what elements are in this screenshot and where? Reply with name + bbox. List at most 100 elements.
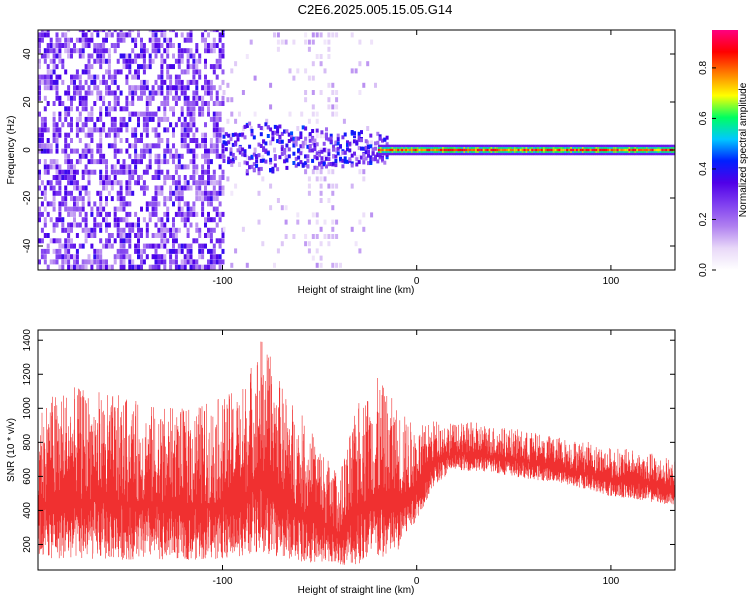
heatmap-cell	[307, 39, 311, 45]
heatmap-cell	[75, 259, 79, 265]
heatmap-cell	[426, 148, 429, 152]
heatmap-cell	[201, 164, 205, 170]
heatmap-cell	[163, 30, 167, 33]
heatmap-cell	[252, 167, 256, 172]
heatmap-cell	[38, 206, 41, 212]
heatmap-cell	[70, 116, 73, 122]
heatmap-cell	[212, 148, 216, 154]
heatmap-cell	[46, 164, 50, 170]
heatmap-cell	[102, 153, 106, 159]
heatmap-cell	[166, 159, 170, 165]
heatmap-cell	[99, 95, 103, 101]
heatmap-cell	[154, 264, 158, 270]
heatmap-cell	[180, 217, 184, 223]
heatmap-cell	[43, 127, 47, 133]
heatmap-cell	[102, 217, 106, 223]
heatmap-cell	[93, 79, 97, 85]
heatmap-cell	[105, 37, 108, 43]
heatmap-cell	[151, 196, 155, 202]
heatmap-cell	[134, 132, 138, 138]
heatmap-cell	[339, 144, 342, 149]
heatmap-cell	[432, 148, 435, 152]
heatmap-cell	[70, 227, 73, 233]
heatmap-cell	[119, 30, 123, 33]
heatmap-cell	[449, 148, 452, 152]
heatmap-cell	[266, 125, 270, 130]
heatmap-cell	[269, 104, 273, 110]
heatmap-cell	[38, 90, 41, 96]
heatmap-cell	[102, 122, 106, 128]
heatmap-cell	[273, 262, 276, 268]
heatmap-cell	[154, 206, 158, 212]
heatmap-cell	[64, 32, 68, 38]
heatmap-cell	[212, 127, 216, 133]
heatmap-cell	[142, 217, 146, 223]
heatmap-cell	[269, 157, 273, 162]
heatmap-cell	[43, 85, 47, 91]
heatmap-cell	[122, 227, 126, 233]
heatmap-cell	[180, 132, 184, 138]
heatmap-cell	[105, 48, 108, 54]
heatmap-cell	[201, 153, 205, 159]
heatmap-cell	[189, 148, 193, 154]
heatmap-cell	[215, 74, 219, 80]
heatmap-cell	[238, 145, 242, 150]
heatmap-cell	[183, 217, 187, 223]
heatmap-cell	[252, 152, 256, 157]
heatmap-cell	[212, 217, 216, 223]
heatmap-cell	[204, 222, 207, 228]
heatmap-cell	[250, 164, 254, 169]
heatmap-cell	[40, 201, 44, 207]
heatmap-cell	[64, 43, 68, 48]
heatmap-cell	[336, 141, 340, 146]
heatmap-cell	[374, 157, 377, 162]
heatmap-cell	[131, 169, 135, 175]
heatmap-cell	[331, 169, 335, 175]
heatmap-cell	[93, 159, 97, 165]
heatmap-cell	[436, 148, 439, 152]
heatmap-cell	[52, 48, 56, 54]
heatmap-cell	[55, 32, 59, 38]
heatmap-cell	[414, 148, 417, 152]
heatmap-cell	[128, 233, 132, 238]
heatmap-cell	[192, 206, 196, 212]
heatmap-cell	[204, 101, 207, 106]
heatmap-cell	[331, 190, 335, 196]
heatmap-cell	[183, 164, 187, 170]
heatmap-cell	[93, 248, 97, 254]
heatmap-cell	[166, 148, 170, 154]
heatmap-cell	[323, 39, 327, 45]
heatmap-cell	[116, 233, 120, 238]
heatmap-cell	[157, 190, 161, 196]
heatmap-cell	[327, 97, 331, 103]
heatmap-cell	[99, 254, 103, 260]
heatmap-cell	[90, 259, 94, 265]
heatmap-cell	[192, 69, 196, 75]
heatmap-cell	[327, 46, 331, 52]
heatmap-cell	[174, 164, 178, 170]
heatmap-cell	[131, 101, 135, 106]
heatmap-cell	[110, 143, 114, 149]
heatmap-cell	[461, 148, 464, 152]
heatmap-cell	[142, 90, 146, 96]
heatmap-cell	[154, 175, 158, 180]
heatmap-cell	[55, 95, 59, 101]
heatmap-cell	[157, 30, 161, 33]
heatmap-cell	[511, 148, 515, 152]
heatmap-cell	[99, 227, 103, 233]
heatmap-cell	[230, 162, 234, 167]
heatmap-cell	[140, 248, 143, 254]
heatmap-cell	[96, 143, 100, 149]
heatmap-cell	[84, 169, 88, 175]
heatmap-cell	[113, 211, 117, 217]
heatmap-cell	[215, 138, 219, 143]
heatmap-cell	[172, 227, 175, 233]
heatmap-cell	[287, 154, 291, 159]
heatmap-cell	[43, 30, 47, 33]
heatmap-cell	[110, 116, 114, 122]
heatmap-cell	[177, 159, 181, 165]
heatmap-cell	[87, 201, 91, 207]
y-tick-label: 400	[22, 502, 33, 519]
heatmap-cell	[204, 138, 207, 143]
heatmap-cell	[212, 248, 216, 254]
